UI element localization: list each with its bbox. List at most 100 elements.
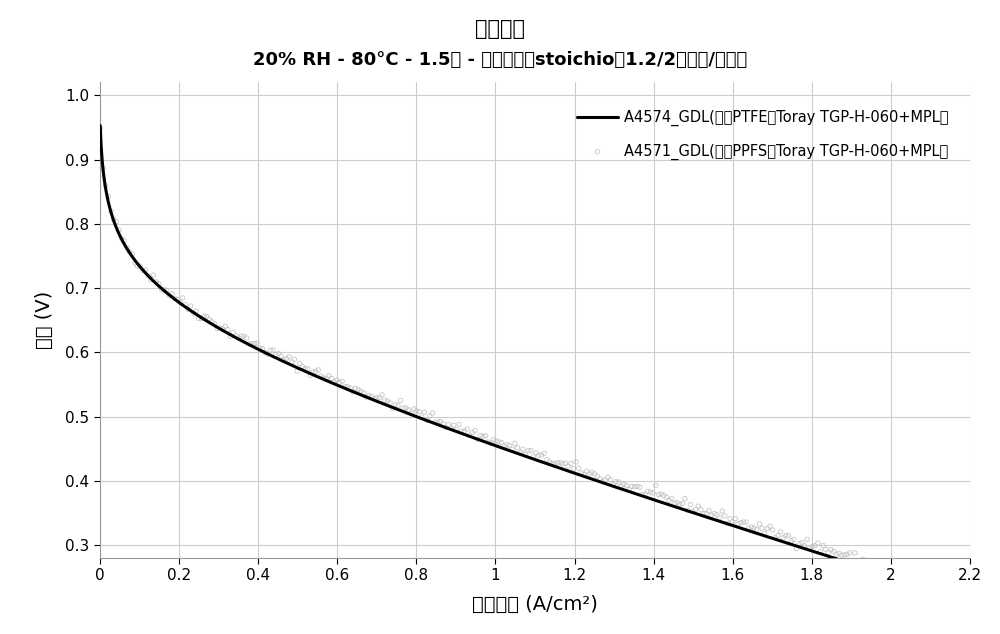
A4571_GDL(基于PPFS的Toray TGP-H-060+MPL） xyxy=(308,366,324,377)
A4571_GDL(基于PPFS的Toray TGP-H-060+MPL） xyxy=(520,446,536,456)
A4571_GDL(基于PPFS的Toray TGP-H-060+MPL） xyxy=(329,375,345,385)
A4571_GDL(基于PPFS的Toray TGP-H-060+MPL） xyxy=(626,482,642,492)
A4571_GDL(基于PPFS的Toray TGP-H-060+MPL） xyxy=(140,271,156,281)
A4571_GDL(基于PPFS的Toray TGP-H-060+MPL） xyxy=(212,323,228,333)
A4571_GDL(基于PPFS的Toray TGP-H-060+MPL） xyxy=(714,506,730,516)
A4571_GDL(基于PPFS的Toray TGP-H-060+MPL） xyxy=(114,233,130,243)
A4571_GDL(基于PPFS的Toray TGP-H-060+MPL） xyxy=(621,484,637,495)
A4571_GDL(基于PPFS的Toray TGP-H-060+MPL） xyxy=(209,323,225,333)
A4571_GDL(基于PPFS的Toray TGP-H-060+MPL） xyxy=(605,479,621,489)
A4571_GDL(基于PPFS的Toray TGP-H-060+MPL） xyxy=(616,479,632,489)
A4571_GDL(基于PPFS的Toray TGP-H-060+MPL） xyxy=(183,301,199,311)
A4571_GDL(基于PPFS的Toray TGP-H-060+MPL） xyxy=(587,469,603,479)
A4571_GDL(基于PPFS的Toray TGP-H-060+MPL） xyxy=(278,354,294,364)
A4571_GDL(基于PPFS的Toray TGP-H-060+MPL） xyxy=(130,261,146,271)
A4571_GDL(基于PPFS的Toray TGP-H-060+MPL） xyxy=(164,288,180,299)
A4571_GDL(基于PPFS的Toray TGP-H-060+MPL） xyxy=(92,123,108,133)
A4571_GDL(基于PPFS的Toray TGP-H-060+MPL） xyxy=(108,217,124,227)
A4571_GDL(基于PPFS的Toray TGP-H-060+MPL） xyxy=(576,469,592,479)
A4571_GDL(基于PPFS的Toray TGP-H-060+MPL） xyxy=(326,377,342,387)
A4571_GDL(基于PPFS的Toray TGP-H-060+MPL） xyxy=(403,409,419,419)
A4571_GDL(基于PPFS的Toray TGP-H-060+MPL） xyxy=(887,564,903,574)
A4571_GDL(基于PPFS的Toray TGP-H-060+MPL） xyxy=(363,391,379,401)
A4571_GDL(基于PPFS的Toray TGP-H-060+MPL） xyxy=(698,508,714,519)
A4571_GDL(基于PPFS的Toray TGP-H-060+MPL） xyxy=(717,511,733,521)
A4571_GDL(基于PPFS的Toray TGP-H-060+MPL） xyxy=(637,489,653,499)
A4571_GDL(基于PPFS的Toray TGP-H-060+MPL） xyxy=(265,345,281,355)
A4574_GDL(基于PTFE的Toray TGP-H-060+MPL） xyxy=(697,512,709,520)
A4571_GDL(基于PPFS的Toray TGP-H-060+MPL） xyxy=(876,564,892,574)
A4571_GDL(基于PPFS的Toray TGP-H-060+MPL） xyxy=(379,396,395,406)
A4571_GDL(基于PPFS的Toray TGP-H-060+MPL） xyxy=(361,391,377,401)
X-axis label: 电流密度 (A/cm²): 电流密度 (A/cm²) xyxy=(472,595,598,614)
A4571_GDL(基于PPFS的Toray TGP-H-060+MPL） xyxy=(515,444,531,454)
A4571_GDL(基于PPFS的Toray TGP-H-060+MPL） xyxy=(624,481,640,491)
A4571_GDL(基于PPFS的Toray TGP-H-060+MPL） xyxy=(106,214,122,224)
A4571_GDL(基于PPFS的Toray TGP-H-060+MPL） xyxy=(324,373,340,384)
A4571_GDL(基于PPFS的Toray TGP-H-060+MPL） xyxy=(608,477,624,487)
A4571_GDL(基于PPFS的Toray TGP-H-060+MPL） xyxy=(794,538,810,548)
A4571_GDL(基于PPFS的Toray TGP-H-060+MPL） xyxy=(786,534,802,545)
A4571_GDL(基于PPFS的Toray TGP-H-060+MPL） xyxy=(100,191,116,202)
A4571_GDL(基于PPFS的Toray TGP-H-060+MPL） xyxy=(281,352,297,362)
A4571_GDL(基于PPFS的Toray TGP-H-060+MPL） xyxy=(464,427,480,437)
A4571_GDL(基于PPFS的Toray TGP-H-060+MPL） xyxy=(852,555,868,566)
A4571_GDL(基于PPFS的Toray TGP-H-060+MPL） xyxy=(443,423,459,433)
A4574_GDL(基于PTFE的Toray TGP-H-060+MPL） xyxy=(577,472,589,480)
A4571_GDL(基于PPFS的Toray TGP-H-060+MPL） xyxy=(225,328,241,338)
A4571_GDL(基于PPFS的Toray TGP-H-060+MPL） xyxy=(499,439,515,450)
A4571_GDL(基于PPFS的Toray TGP-H-060+MPL） xyxy=(831,548,847,559)
A4571_GDL(基于PPFS的Toray TGP-H-060+MPL） xyxy=(775,533,791,543)
A4571_GDL(基于PPFS的Toray TGP-H-060+MPL） xyxy=(850,559,866,569)
A4571_GDL(基于PPFS的Toray TGP-H-060+MPL） xyxy=(260,349,276,359)
Text: 20% RH - 80°C - 1.5巴 - 化学计量（stoichio）1.2/2（阳极/阴极）: 20% RH - 80°C - 1.5巴 - 化学计量（stoichio）1.2… xyxy=(253,51,747,68)
A4571_GDL(基于PPFS的Toray TGP-H-060+MPL） xyxy=(286,354,302,365)
A4571_GDL(基于PPFS的Toray TGP-H-060+MPL） xyxy=(674,498,690,508)
A4571_GDL(基于PPFS的Toray TGP-H-060+MPL） xyxy=(685,507,701,517)
A4571_GDL(基于PPFS的Toray TGP-H-060+MPL） xyxy=(589,471,605,481)
A4571_GDL(基于PPFS的Toray TGP-H-060+MPL） xyxy=(414,412,430,422)
A4571_GDL(基于PPFS的Toray TGP-H-060+MPL） xyxy=(231,333,247,343)
A4571_GDL(基于PPFS的Toray TGP-H-060+MPL） xyxy=(486,434,502,444)
A4571_GDL(基于PPFS的Toray TGP-H-060+MPL） xyxy=(454,426,470,436)
A4571_GDL(基于PPFS的Toray TGP-H-060+MPL） xyxy=(337,382,353,392)
A4571_GDL(基于PPFS的Toray TGP-H-060+MPL） xyxy=(496,441,512,451)
A4571_GDL(基于PPFS的Toray TGP-H-060+MPL） xyxy=(233,331,249,341)
A4571_GDL(基于PPFS的Toray TGP-H-060+MPL） xyxy=(310,365,326,375)
A4571_GDL(基于PPFS的Toray TGP-H-060+MPL） xyxy=(773,527,789,537)
A4571_GDL(基于PPFS的Toray TGP-H-060+MPL） xyxy=(334,376,350,386)
A4571_GDL(基于PPFS的Toray TGP-H-060+MPL） xyxy=(159,285,175,295)
A4571_GDL(基于PPFS的Toray TGP-H-060+MPL） xyxy=(488,436,504,446)
A4571_GDL(基于PPFS的Toray TGP-H-060+MPL） xyxy=(844,556,860,566)
A4571_GDL(基于PPFS的Toray TGP-H-060+MPL） xyxy=(199,311,215,321)
A4571_GDL(基于PPFS的Toray TGP-H-060+MPL） xyxy=(749,524,765,534)
A4571_GDL(基于PPFS的Toray TGP-H-060+MPL） xyxy=(579,466,595,476)
Line: A4574_GDL(基于PTFE的Toray TGP-H-060+MPL）: A4574_GDL(基于PTFE的Toray TGP-H-060+MPL） xyxy=(100,126,895,578)
A4571_GDL(基于PPFS的Toray TGP-H-060+MPL） xyxy=(765,525,781,535)
A4571_GDL(基于PPFS的Toray TGP-H-060+MPL） xyxy=(653,489,669,499)
A4571_GDL(基于PPFS的Toray TGP-H-060+MPL） xyxy=(316,373,332,383)
A4571_GDL(基于PPFS的Toray TGP-H-060+MPL） xyxy=(860,559,876,569)
A4571_GDL(基于PPFS的Toray TGP-H-060+MPL） xyxy=(512,448,528,458)
A4571_GDL(基于PPFS的Toray TGP-H-060+MPL） xyxy=(555,458,571,469)
A4571_GDL(基于PPFS的Toray TGP-H-060+MPL） xyxy=(254,344,270,354)
A4571_GDL(基于PPFS的Toray TGP-H-060+MPL） xyxy=(374,390,390,400)
A4571_GDL(基于PPFS的Toray TGP-H-060+MPL） xyxy=(828,549,844,559)
A4571_GDL(基于PPFS的Toray TGP-H-060+MPL） xyxy=(526,451,542,462)
A4571_GDL(基于PPFS的Toray TGP-H-060+MPL） xyxy=(640,486,656,496)
A4571_GDL(基于PPFS的Toray TGP-H-060+MPL） xyxy=(693,505,709,515)
A4571_GDL(基于PPFS的Toray TGP-H-060+MPL） xyxy=(124,249,140,259)
A4571_GDL(基于PPFS的Toray TGP-H-060+MPL） xyxy=(127,258,143,268)
A4571_GDL(基于PPFS的Toray TGP-H-060+MPL） xyxy=(472,430,488,441)
A4571_GDL(基于PPFS的Toray TGP-H-060+MPL） xyxy=(759,524,775,534)
A4571_GDL(基于PPFS的Toray TGP-H-060+MPL） xyxy=(672,499,688,509)
A4571_GDL(基于PPFS的Toray TGP-H-060+MPL） xyxy=(751,519,767,529)
A4571_GDL(基于PPFS的Toray TGP-H-060+MPL） xyxy=(802,543,818,553)
A4571_GDL(基于PPFS的Toray TGP-H-060+MPL） xyxy=(815,540,831,550)
A4571_GDL(基于PPFS的Toray TGP-H-060+MPL） xyxy=(539,455,555,465)
A4571_GDL(基于PPFS的Toray TGP-H-060+MPL） xyxy=(711,512,727,522)
A4571_GDL(基于PPFS的Toray TGP-H-060+MPL） xyxy=(369,393,385,403)
A4571_GDL(基于PPFS的Toray TGP-H-060+MPL） xyxy=(656,490,672,500)
A4571_GDL(基于PPFS的Toray TGP-H-060+MPL） xyxy=(863,559,879,569)
A4571_GDL(基于PPFS的Toray TGP-H-060+MPL） xyxy=(804,541,820,552)
